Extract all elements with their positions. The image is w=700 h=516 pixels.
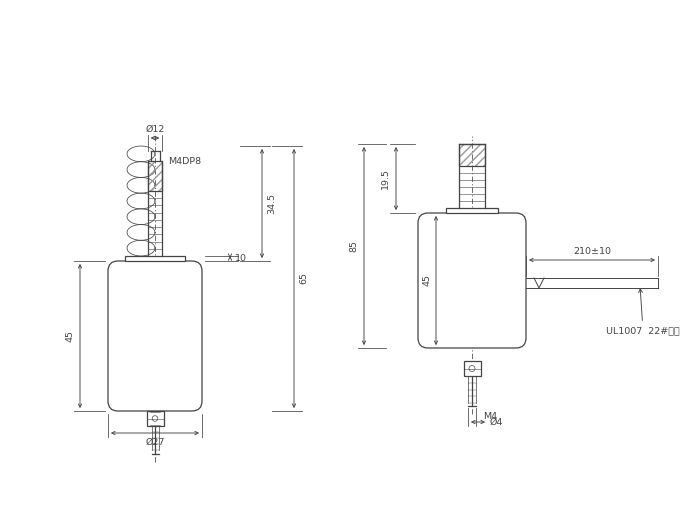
Text: M4: M4: [483, 412, 497, 421]
Text: 65: 65: [299, 272, 308, 284]
Bar: [125, 256, 185, 261]
Text: 45: 45: [65, 330, 74, 342]
FancyBboxPatch shape: [108, 261, 202, 411]
FancyBboxPatch shape: [418, 213, 526, 348]
Text: 19.5: 19.5: [381, 168, 390, 189]
Text: 10: 10: [235, 254, 247, 263]
Text: 85: 85: [349, 240, 358, 252]
Bar: [148, 161, 162, 191]
Text: M4DP8: M4DP8: [168, 156, 202, 166]
Bar: [463, 361, 480, 376]
Text: Ø4: Ø4: [490, 417, 503, 427]
Bar: [148, 161, 162, 191]
Text: Ø27: Ø27: [146, 438, 164, 447]
Text: 210±10: 210±10: [573, 247, 611, 256]
Text: UL1007  22#黑色: UL1007 22#黑色: [606, 289, 680, 335]
Text: Ø12: Ø12: [146, 125, 164, 134]
Text: 34.5: 34.5: [267, 193, 276, 214]
Bar: [459, 144, 484, 166]
Bar: [146, 411, 164, 426]
Bar: [459, 144, 484, 166]
Text: 45: 45: [423, 275, 432, 286]
Bar: [446, 208, 498, 213]
